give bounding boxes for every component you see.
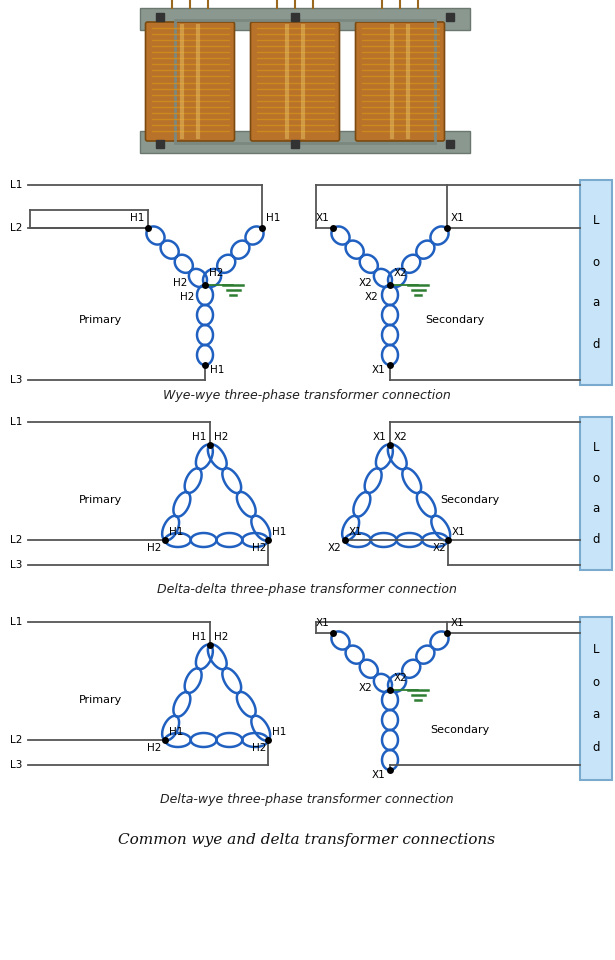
Text: H2: H2 [214,632,228,642]
Text: H1: H1 [210,365,224,375]
Text: L2: L2 [10,735,22,745]
Text: L: L [593,214,599,228]
Text: d: d [592,533,600,546]
Text: H2: H2 [146,743,161,753]
Text: H1: H1 [192,632,206,642]
Text: X1: X1 [315,213,330,224]
Text: H2: H2 [252,543,266,553]
Text: a: a [592,297,600,309]
Text: d: d [592,338,600,350]
Text: L1: L1 [10,617,22,627]
Text: X2: X2 [327,543,341,553]
Text: H2: H2 [209,268,223,278]
FancyBboxPatch shape [580,180,612,385]
Text: Delta-wye three-phase transformer connection: Delta-wye three-phase transformer connec… [160,794,454,806]
Text: L3: L3 [10,560,22,570]
Text: X2: X2 [394,432,408,442]
Text: X1: X1 [372,432,386,442]
Text: H2: H2 [214,432,228,442]
FancyBboxPatch shape [355,22,445,141]
Text: o: o [592,676,600,688]
Text: Primary: Primary [78,695,122,705]
Text: X2: X2 [365,292,379,302]
Text: L3: L3 [10,375,22,385]
Text: L: L [593,643,599,656]
Text: o: o [592,255,600,269]
Text: X1: X1 [452,527,466,537]
Text: o: o [592,471,600,485]
FancyBboxPatch shape [140,8,470,30]
Text: X1: X1 [451,618,464,629]
Text: Secondary: Secondary [426,315,485,325]
Text: H2: H2 [252,743,266,753]
Text: X1: X1 [315,618,330,629]
Text: X2: X2 [394,268,408,278]
Text: Secondary: Secondary [440,495,499,505]
Text: Wye-wye three-phase transformer connection: Wye-wye three-phase transformer connecti… [163,389,451,401]
Text: Delta-delta three-phase transformer connection: Delta-delta three-phase transformer conn… [157,584,457,596]
Text: H1: H1 [130,213,145,224]
Text: H2: H2 [173,278,187,288]
Text: H2: H2 [180,292,194,302]
FancyBboxPatch shape [580,417,612,570]
Text: L1: L1 [10,180,22,190]
Text: H1: H1 [169,527,183,537]
Text: H1: H1 [169,727,183,737]
FancyBboxPatch shape [250,22,339,141]
Text: X2: X2 [359,278,372,288]
FancyBboxPatch shape [140,131,470,153]
Text: L2: L2 [10,535,22,545]
FancyBboxPatch shape [580,617,612,780]
Text: Common wye and delta transformer connections: Common wye and delta transformer connect… [119,833,496,847]
Text: H1: H1 [272,527,287,537]
Text: L3: L3 [10,760,22,770]
Text: L2: L2 [10,224,22,233]
Text: a: a [592,502,600,516]
Text: L: L [593,441,599,454]
Text: d: d [592,741,600,754]
Text: Primary: Primary [78,315,122,325]
Text: X2: X2 [359,683,372,693]
Text: X1: X1 [451,213,464,224]
Text: H1: H1 [266,213,280,224]
Text: H1: H1 [272,727,287,737]
Text: X1: X1 [349,527,363,537]
Text: L1: L1 [10,417,22,427]
Text: Secondary: Secondary [430,725,490,735]
Text: H2: H2 [146,543,161,553]
Text: Primary: Primary [78,495,122,505]
Text: X1: X1 [371,770,385,780]
Text: a: a [592,708,600,721]
Text: H1: H1 [192,432,206,442]
Text: X2: X2 [394,673,408,683]
FancyBboxPatch shape [146,22,234,141]
Text: X1: X1 [371,365,385,375]
Text: X2: X2 [432,543,446,553]
